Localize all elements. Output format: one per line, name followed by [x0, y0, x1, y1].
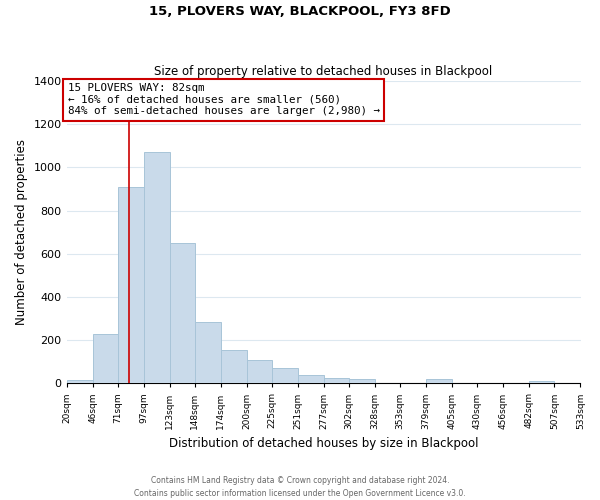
Bar: [349, 378, 375, 384]
Text: 15 PLOVERS WAY: 82sqm
← 16% of detached houses are smaller (560)
84% of semi-det: 15 PLOVERS WAY: 82sqm ← 16% of detached …: [68, 83, 380, 116]
Text: Contains HM Land Registry data © Crown copyright and database right 2024.
Contai: Contains HM Land Registry data © Crown c…: [134, 476, 466, 498]
Title: Size of property relative to detached houses in Blackpool: Size of property relative to detached ho…: [154, 66, 493, 78]
Bar: [170, 243, 195, 384]
Bar: [426, 380, 452, 384]
Bar: [247, 360, 272, 384]
Bar: [143, 152, 170, 384]
Bar: [529, 380, 554, 384]
Bar: [272, 368, 298, 384]
Bar: [221, 350, 247, 384]
Y-axis label: Number of detached properties: Number of detached properties: [15, 139, 28, 325]
Bar: [118, 187, 143, 384]
Text: 15, PLOVERS WAY, BLACKPOOL, FY3 8FD: 15, PLOVERS WAY, BLACKPOOL, FY3 8FD: [149, 5, 451, 18]
Bar: [195, 322, 221, 384]
Bar: [92, 334, 118, 384]
Bar: [298, 374, 324, 384]
Bar: [324, 378, 349, 384]
Bar: [67, 380, 92, 384]
X-axis label: Distribution of detached houses by size in Blackpool: Distribution of detached houses by size …: [169, 437, 478, 450]
